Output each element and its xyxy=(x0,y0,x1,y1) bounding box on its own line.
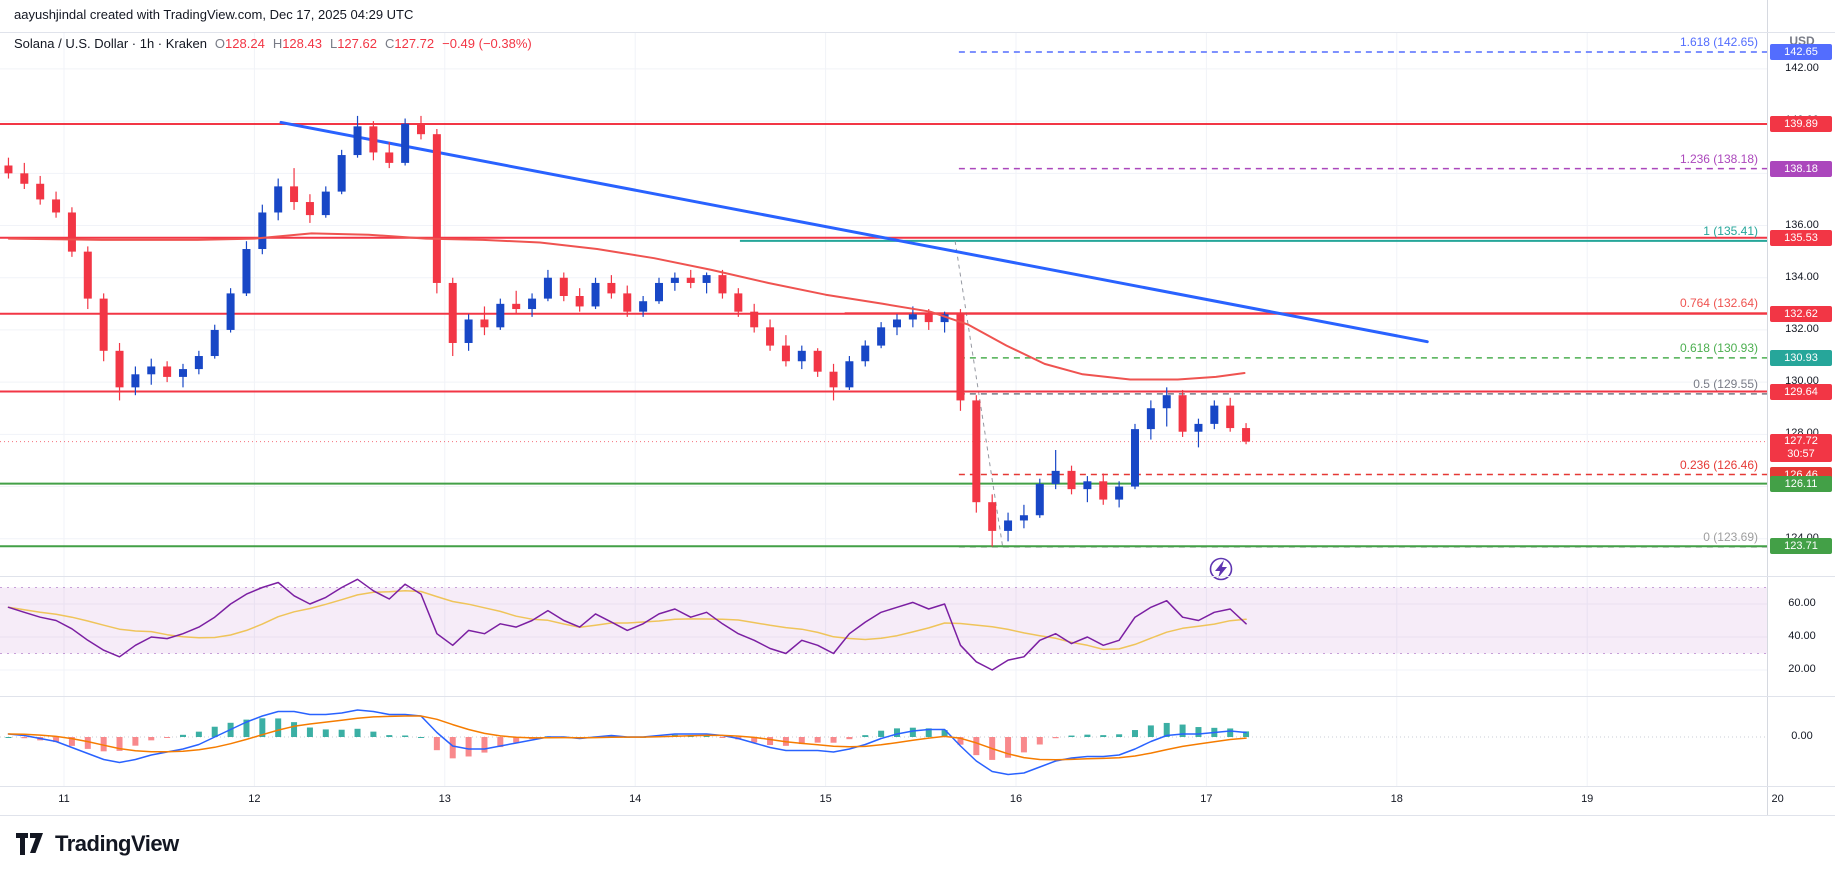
time-label: 11 xyxy=(58,793,70,805)
time-label: 20 xyxy=(1771,793,1784,805)
ohlc-value: 128.43 xyxy=(282,36,322,51)
tradingview-logo[interactable]: TradingView xyxy=(16,831,179,857)
fib-level-label: 0.5 (129.55) xyxy=(1693,376,1758,391)
symbol-title[interactable]: Solana / U.S. Dollar · 1h · Kraken xyxy=(14,36,207,51)
change-readout: −0.49 (−0.38%) xyxy=(442,36,532,51)
ohlc-label: O xyxy=(214,36,226,51)
rsi-tick-label: 40.00 xyxy=(1788,630,1816,642)
price-tick-label: 136.00 xyxy=(1785,218,1819,231)
time-label: 13 xyxy=(438,793,451,805)
fib-level-label: 1 (135.41) xyxy=(1703,223,1758,238)
rsi-tick-label: 60.00 xyxy=(1788,597,1816,609)
rsi-tick-label: 20.00 xyxy=(1788,663,1816,675)
macd-tick-label: 0.00 xyxy=(1791,730,1813,742)
fib-retracement[interactable] xyxy=(739,51,1767,548)
pane-divider xyxy=(0,786,1835,787)
macd-indicator xyxy=(5,709,1250,776)
price-badge: 129.64 xyxy=(1770,383,1832,400)
ohlc-value: 127.72 xyxy=(394,36,435,51)
fib-anchor-line xyxy=(954,240,1004,547)
ohlc-readout: O128.24 H128.43 L127.62 C127.72 xyxy=(207,36,434,51)
price-badge: 138.18 xyxy=(1770,160,1832,177)
time-label: 19 xyxy=(1581,793,1594,805)
price-badge: 126.11 xyxy=(1770,475,1832,492)
time-label: 17 xyxy=(1200,793,1213,805)
candles-layer xyxy=(4,115,1251,547)
bar-countdown: 30:57 xyxy=(1787,447,1815,460)
symbol-legend: Solana / U.S. Dollar · 1h · Kraken O128.2… xyxy=(14,36,532,51)
rsi-band xyxy=(0,587,1767,654)
ohlc-value: 127.62 xyxy=(337,36,377,51)
fib-level-label: 0 (123.69) xyxy=(1703,529,1758,544)
tradingview-logo-text: TradingView xyxy=(55,831,179,856)
fib-level-label: 0.236 (126.46) xyxy=(1679,457,1758,472)
time-label: 14 xyxy=(629,793,642,805)
ohlc-label: H xyxy=(272,36,283,51)
pane-divider xyxy=(0,815,1835,816)
tradingview-logo-mark xyxy=(16,833,43,855)
price-badge: 130.93 xyxy=(1770,349,1832,366)
time-label: 18 xyxy=(1390,793,1403,805)
time-label: 12 xyxy=(248,793,261,805)
grid-layer xyxy=(0,32,1767,786)
pane-divider xyxy=(0,576,1835,577)
price-tick-label: 132.00 xyxy=(1785,322,1819,335)
ohlc-label: C xyxy=(384,36,395,51)
fib-level-label: 1.236 (138.18) xyxy=(1679,151,1758,166)
price-badge: 132.62 xyxy=(1770,305,1832,322)
flash-icon[interactable] xyxy=(1209,557,1233,581)
time-scale[interactable]: 11 12 13 14 15 16 17 18 19 20 xyxy=(0,787,1784,815)
current-price-badge: 127.72 30:57 xyxy=(1770,433,1832,462)
current-price-value: 127.72 xyxy=(1784,434,1818,447)
pane-divider xyxy=(0,32,1835,33)
trendline[interactable] xyxy=(279,120,1429,344)
price-badge: 142.65 xyxy=(1770,43,1832,60)
price-badge: 135.53 xyxy=(1770,229,1832,246)
time-label: 16 xyxy=(1009,793,1023,805)
ma-line xyxy=(7,232,1246,381)
price-badge: 139.89 xyxy=(1770,116,1832,132)
ohlc-value: 128.24 xyxy=(225,36,265,51)
fib-level-label: 0.618 (130.93) xyxy=(1679,340,1758,355)
price-badge: 123.71 xyxy=(1770,538,1832,555)
attribution-text: aayushjindal created with TradingView.co… xyxy=(14,7,414,22)
price-scale[interactable]: USD 142.00140.00138.00136.00134.00132.00… xyxy=(1767,0,1835,815)
footer-bar: TradingView xyxy=(0,816,1835,875)
fib-level-label: 0.764 (132.64) xyxy=(1679,296,1758,311)
pane-divider xyxy=(0,696,1835,697)
price-tick-label: 134.00 xyxy=(1785,270,1819,283)
rsi-indicator xyxy=(7,578,1247,671)
price-tick-label: 142.00 xyxy=(1785,61,1819,74)
chart-canvas[interactable] xyxy=(0,0,1767,816)
time-label: 15 xyxy=(819,793,832,805)
ohlc-label: L xyxy=(329,36,338,51)
fib-level-label: 1.618 (142.65) xyxy=(1679,34,1758,49)
